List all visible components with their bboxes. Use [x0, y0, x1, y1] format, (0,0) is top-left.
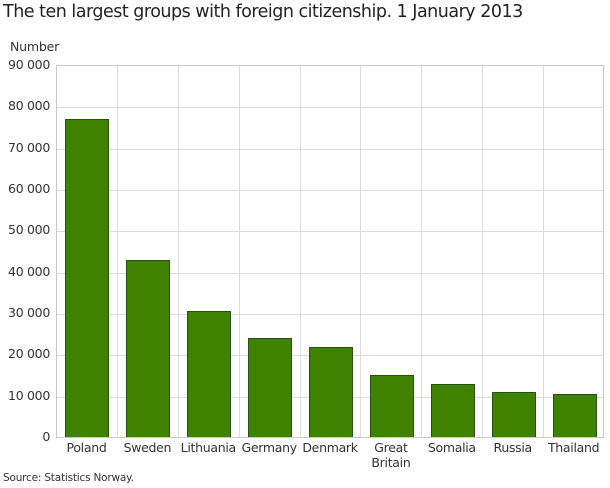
- bar-russia: [491, 392, 536, 438]
- v-gridline: [299, 66, 301, 437]
- bar-thailand: [552, 393, 597, 438]
- v-gridline: [421, 66, 423, 437]
- y-tick-label: 50 000: [8, 222, 50, 238]
- bar-poland: [65, 118, 110, 438]
- v-gridline: [482, 66, 484, 437]
- x-tick-label: Thailand: [547, 440, 600, 455]
- v-gridline: [177, 66, 179, 437]
- x-tick-label: Germany: [241, 440, 297, 455]
- x-tick-label: Russia: [493, 440, 533, 455]
- y-tick-label: 70 000: [8, 139, 50, 155]
- x-tick-label: Poland: [66, 440, 107, 455]
- h-gridline: [57, 272, 603, 274]
- h-gridline: [57, 148, 603, 150]
- bar-sweden: [126, 259, 171, 438]
- source-note: Source: Statistics Norway.: [3, 472, 134, 484]
- y-tick-label: 80 000: [8, 98, 50, 114]
- bar-great-britain: [369, 374, 414, 438]
- h-gridline: [57, 231, 603, 233]
- x-tick-label: Somalia: [427, 440, 476, 455]
- chart-title: The ten largest groups with foreign citi…: [3, 2, 523, 22]
- h-gridline: [57, 314, 603, 315]
- y-tick-label: 90 000: [8, 57, 50, 72]
- y-tick-label: 10 000: [8, 387, 50, 403]
- y-tick-label: 20 000: [8, 346, 50, 362]
- x-tick-label: Lithuania: [180, 440, 237, 455]
- v-gridline: [238, 66, 240, 437]
- y-axis-label: Number: [10, 39, 60, 54]
- bar-germany: [248, 337, 293, 438]
- bar-somalia: [430, 384, 475, 438]
- x-axis-baseline: [56, 437, 604, 438]
- bar-lithuania: [187, 311, 232, 438]
- v-gridline: [360, 66, 362, 437]
- y-tick-label: 60 000: [8, 181, 50, 196]
- plot-area: [56, 65, 604, 438]
- v-gridline: [543, 66, 545, 437]
- y-tick-label: 0: [42, 429, 50, 444]
- x-tick-label: Sweden: [123, 440, 172, 455]
- h-gridline: [57, 107, 603, 109]
- x-tick-label: Great Britain: [371, 440, 411, 470]
- y-tick-label: 30 000: [8, 305, 50, 320]
- v-gridline: [116, 66, 118, 437]
- h-gridline: [57, 190, 603, 191]
- x-tick-label: Denmark: [302, 440, 358, 455]
- bar-denmark: [309, 347, 353, 438]
- y-tick-label: 40 000: [8, 263, 50, 279]
